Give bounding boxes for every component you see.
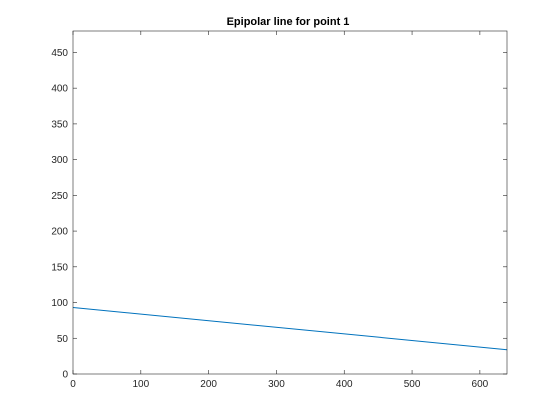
y-tick-label: 150 <box>51 262 68 273</box>
y-tick-label: 450 <box>51 48 68 59</box>
x-tick-label: 100 <box>132 379 149 390</box>
y-tick-label: 100 <box>51 298 68 309</box>
y-tick-label: 0 <box>62 370 68 381</box>
y-tick-label: 250 <box>51 191 68 202</box>
plot-box <box>72 30 508 375</box>
x-tick-label: 200 <box>200 379 217 390</box>
y-tick-label: 50 <box>57 334 69 345</box>
x-tick-label: 400 <box>336 379 353 390</box>
x-tick-label: 600 <box>472 379 489 390</box>
y-tick-label: 350 <box>51 119 68 130</box>
chart-title: Epipolar line for point 1 <box>227 16 350 28</box>
series-layer <box>72 307 508 351</box>
x-tick-label: 500 <box>404 379 421 390</box>
y-tick-label: 300 <box>51 155 68 166</box>
y-tick-label: 400 <box>51 84 68 95</box>
y-tick-label: 200 <box>51 227 68 238</box>
epipolar-line <box>72 307 508 351</box>
x-tick-label: 300 <box>268 379 285 390</box>
x-tick-label: 0 <box>70 379 76 390</box>
axes-ticks: 0 100 200 300 400 500 600 0 50 100 150 200 250 300 350… <box>51 31 507 390</box>
